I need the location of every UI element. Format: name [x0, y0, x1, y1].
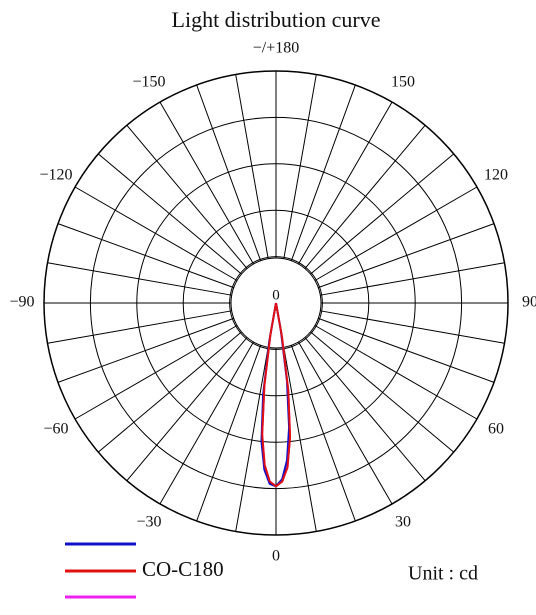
spoke [57, 223, 234, 289]
spoke [318, 317, 495, 383]
spoke [159, 101, 254, 265]
spoke [159, 341, 254, 505]
spoke [310, 153, 455, 275]
spoke [318, 223, 495, 289]
center-label: 0 [272, 287, 280, 303]
theta-tick-label: −60 [44, 421, 69, 438]
theta-tick-label: 120 [484, 167, 508, 184]
spoke [196, 84, 262, 261]
spoke [314, 186, 478, 281]
grid-ring [229, 256, 323, 350]
unit-label: Unit : cd [408, 563, 478, 585]
spoke [126, 337, 248, 482]
theta-tick-label: −120 [40, 167, 73, 184]
spoke [320, 310, 505, 344]
grid-ring [182, 209, 370, 397]
series-line [261, 302, 292, 488]
grid-ring [136, 163, 416, 443]
theta-tick-label: −90 [9, 294, 34, 311]
spoke [283, 74, 317, 259]
theta-tick-label: 90 [522, 294, 536, 311]
theta-tick-label: 150 [391, 74, 415, 91]
spoke [126, 124, 248, 269]
spoke [310, 331, 455, 453]
spoke [320, 262, 505, 296]
spoke [235, 347, 269, 532]
spoke [304, 124, 426, 269]
theta-tick-label: −150 [132, 74, 165, 91]
spoke [74, 186, 238, 281]
spoke [97, 331, 242, 453]
theta-tick-label: 60 [488, 421, 504, 438]
theta-tick-label: 0 [272, 548, 280, 565]
chart-title: Light distribution curve [172, 7, 381, 32]
spoke [304, 337, 426, 482]
spoke [290, 345, 356, 522]
spoke [47, 310, 232, 344]
theta-tick-label: −/+180 [253, 40, 300, 57]
spoke [283, 347, 317, 532]
theta-tick-label: −30 [136, 514, 161, 531]
legend-label: CO-C180 [142, 557, 224, 581]
spoke [57, 317, 234, 383]
spoke [314, 325, 478, 420]
spoke [298, 341, 393, 505]
grid-ring [43, 70, 509, 536]
spoke [235, 74, 269, 259]
spoke [196, 345, 262, 522]
spoke [97, 153, 242, 275]
spoke [74, 325, 238, 420]
theta-tick-label: 30 [395, 514, 411, 531]
spoke [290, 84, 356, 261]
spoke [298, 101, 393, 265]
spoke [47, 262, 232, 296]
grid-ring [89, 116, 463, 490]
